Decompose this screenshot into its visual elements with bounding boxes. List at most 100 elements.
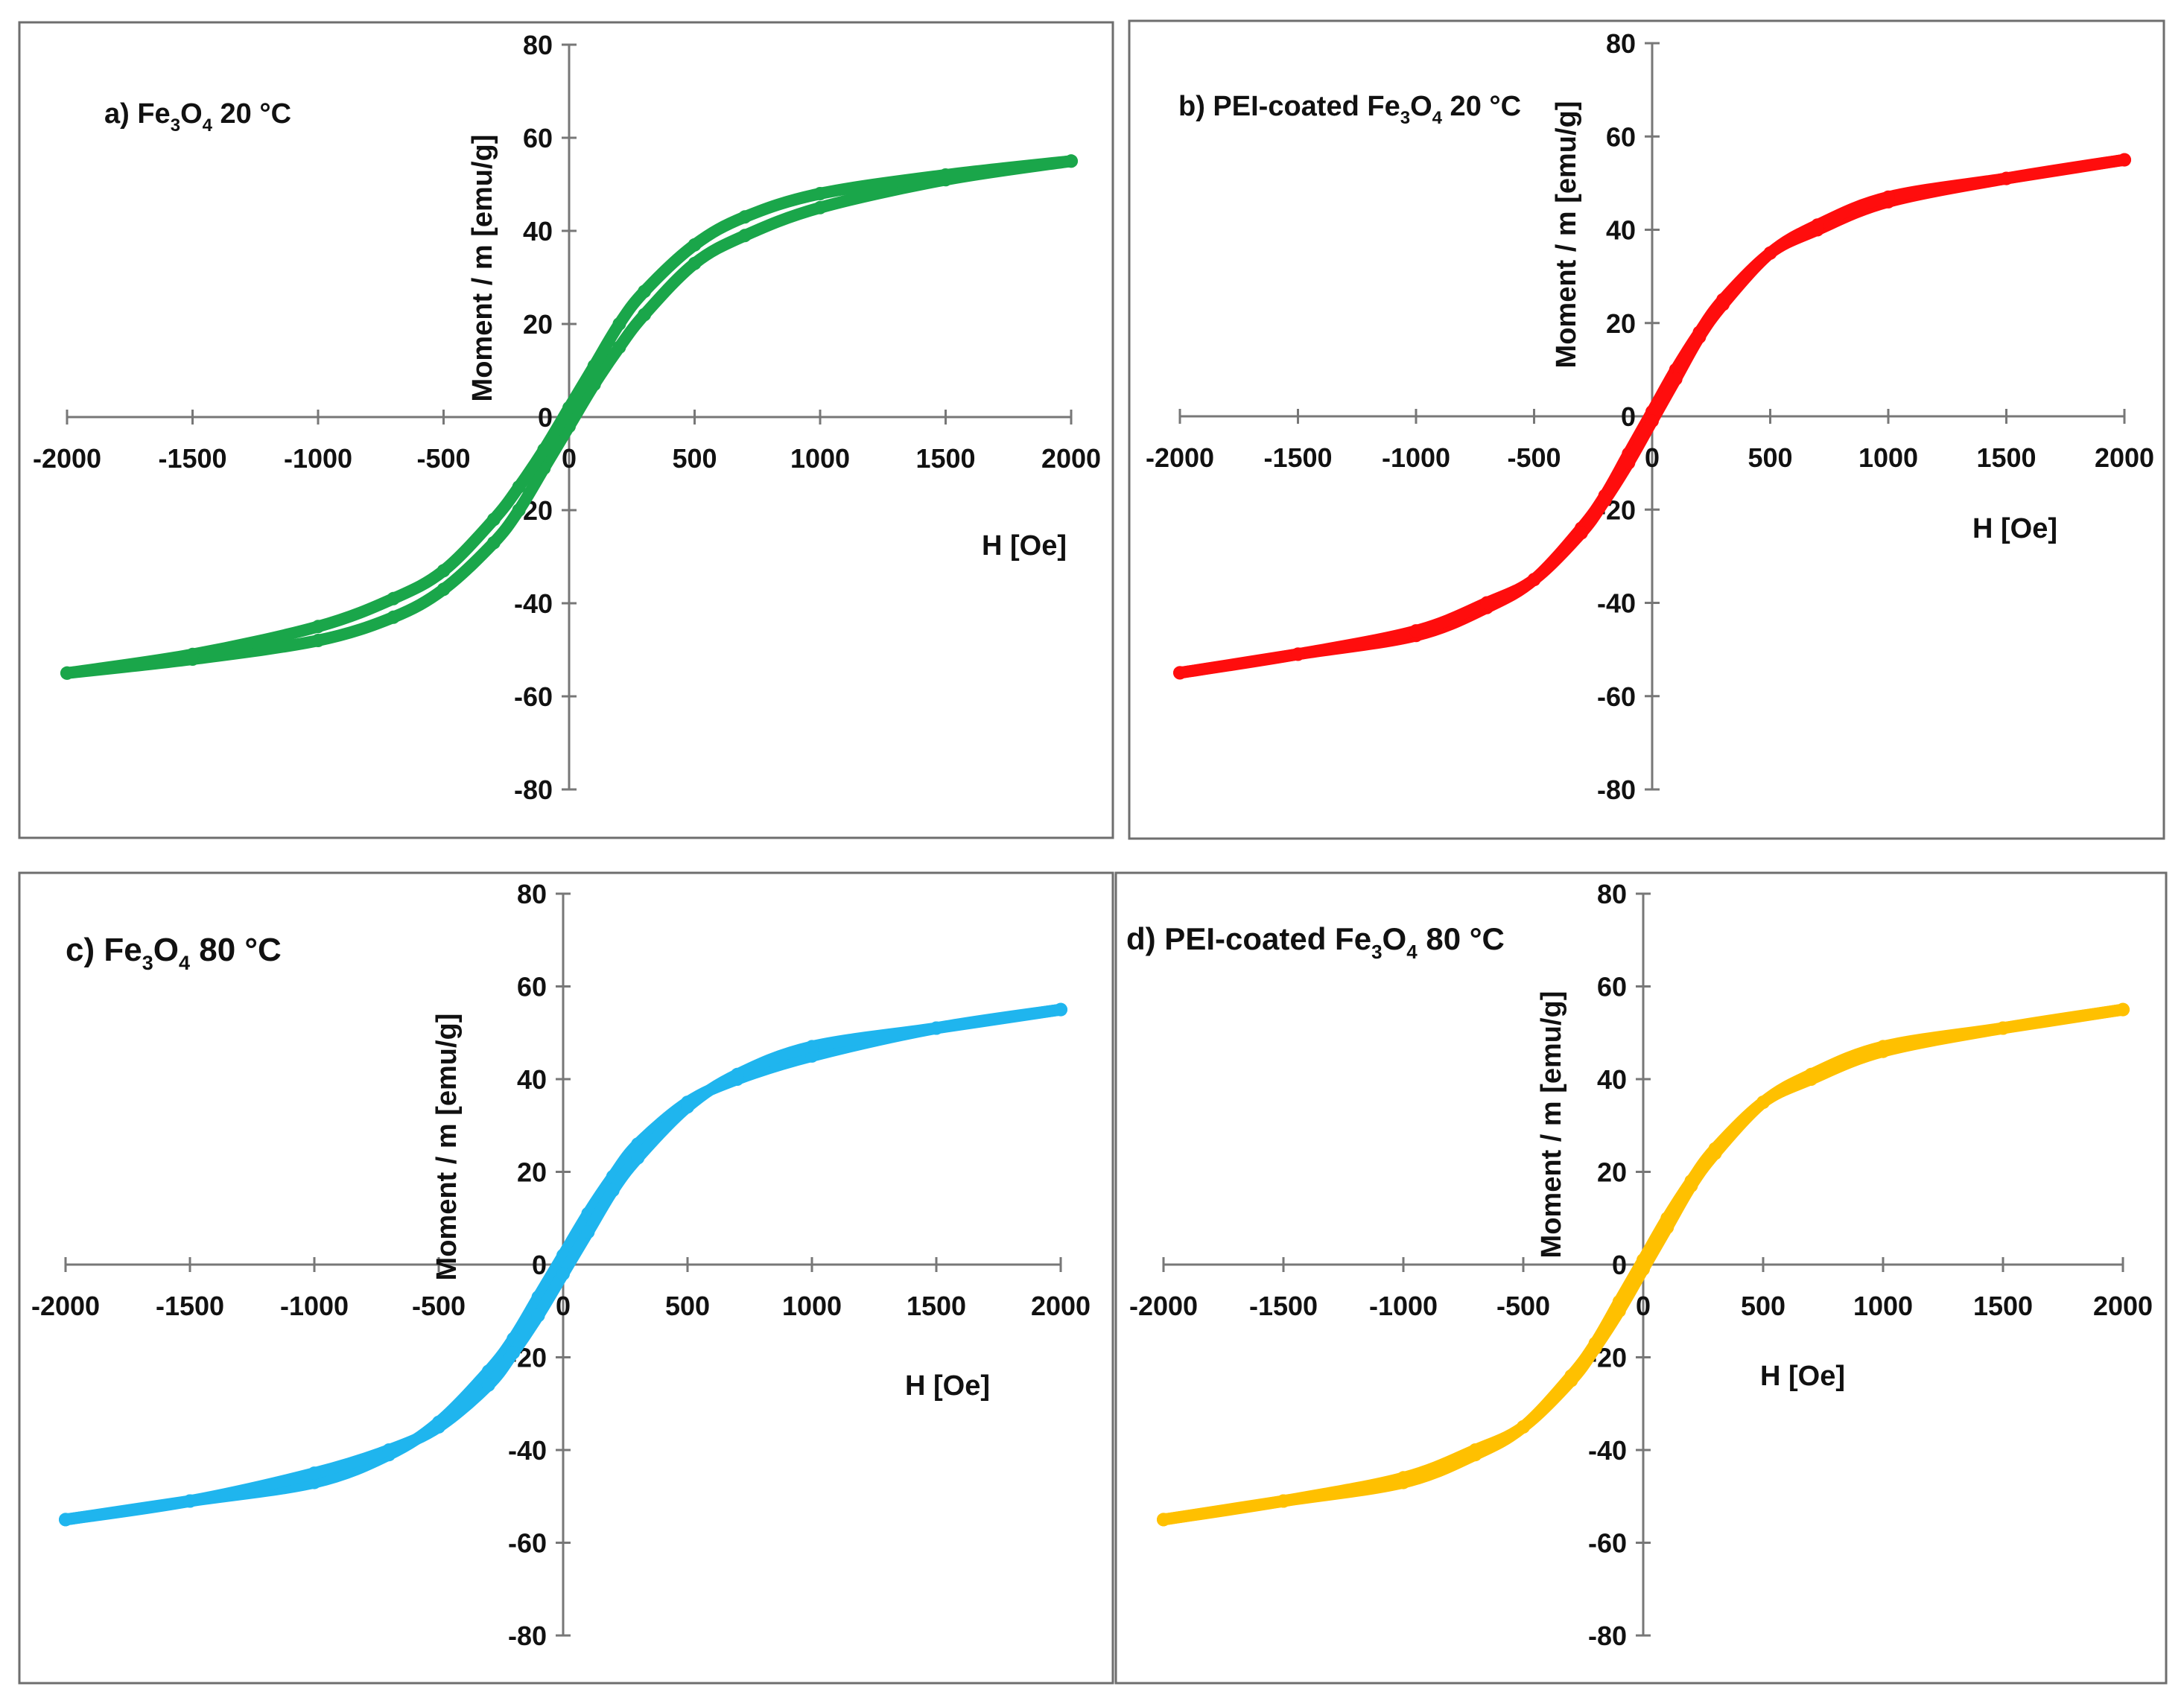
y-tick-label: -60: [1597, 681, 1636, 712]
y-tick-label: 60: [1606, 121, 1636, 152]
data-point: [1588, 1341, 1602, 1355]
x-tick-label: -2000: [1129, 1291, 1198, 1321]
data-point: [387, 610, 401, 624]
data-point: [562, 401, 576, 415]
data-point: [556, 1267, 570, 1281]
data-point: [681, 1100, 694, 1114]
data-point: [638, 308, 652, 322]
data-point: [606, 1183, 620, 1198]
data-point: [185, 647, 200, 661]
x-axis-title: H [Oe]: [1760, 1361, 1845, 1392]
title-subscript: 3: [1400, 108, 1410, 128]
x-tick-label: -500: [412, 1291, 466, 1321]
data-point: [1999, 171, 2013, 185]
data-point: [1763, 246, 1777, 260]
data-point: [1996, 1021, 2010, 1035]
x-tick-label: -500: [1496, 1291, 1550, 1321]
x-tick-label: 2000: [2095, 442, 2154, 473]
x-tick-label: -2000: [33, 443, 101, 474]
data-point: [1876, 1040, 1890, 1054]
data-point: [939, 168, 953, 182]
y-tick-label: 80: [1606, 28, 1636, 59]
data-point: [1468, 1443, 1482, 1457]
data-point: [1517, 1419, 1530, 1434]
x-tick-label: -500: [1507, 442, 1561, 473]
data-point: [432, 1419, 445, 1434]
panel-a: -2000 -1500 -1000 -500 0 500 1000 1500 2000 -80 -6…: [18, 21, 1114, 839]
title-subscript: 4: [203, 115, 213, 136]
data-point: [486, 512, 501, 527]
x-tick-label: -1000: [284, 443, 352, 474]
title-subscript: 3: [171, 115, 180, 136]
x-tick-label: -2000: [1146, 442, 1214, 473]
title-text: a) Fe: [104, 98, 171, 130]
data-point: [1708, 1146, 1722, 1160]
data-point: [1598, 493, 1612, 507]
x-tick-label: 500: [1741, 1291, 1785, 1321]
y-tick-label: -40: [1597, 588, 1636, 619]
data-point: [1157, 1513, 1170, 1527]
title-text: 20 °C: [212, 98, 291, 130]
x-tick-label: 2000: [2093, 1291, 2153, 1321]
data-point: [311, 634, 325, 647]
data-point: [1804, 1067, 1818, 1081]
data-point: [183, 1494, 197, 1508]
y-tick-label: -40: [508, 1435, 547, 1466]
data-point: [308, 1466, 321, 1481]
data-point: [930, 1021, 943, 1035]
data-point: [1291, 647, 1305, 661]
panel-d: -2000 -1500 -1000 -500 0 500 1000 1500 2000 -80 -6…: [1114, 871, 2168, 1685]
title-text: 20 °C: [1442, 91, 1521, 122]
data-point: [638, 284, 652, 299]
data-point: [2118, 153, 2131, 167]
data-point: [1612, 1304, 1626, 1318]
panel-b: -2000 -1500 -1000 -500 0 500 1000 1500 2000 -80 -6…: [1128, 19, 2165, 840]
data-point: [805, 1040, 819, 1054]
y-tick-label: 20: [1606, 308, 1636, 339]
y-tick-label: 20: [1597, 1157, 1627, 1188]
x-tick-label: -1000: [1369, 1291, 1438, 1321]
x-tick-label: 1500: [1973, 1291, 2033, 1321]
x-axis-title: H [Oe]: [905, 1370, 990, 1402]
panel-title: a) Fe3O4 20 °C: [104, 98, 291, 136]
y-tick-label: -60: [508, 1528, 547, 1559]
x-tick-label: -500: [416, 443, 470, 474]
x-tick-label: 0: [556, 1291, 571, 1321]
data-point: [1716, 297, 1730, 311]
x-tick-label: 1500: [915, 443, 975, 474]
data-point: [1064, 154, 1078, 168]
y-tick-label: 0: [538, 402, 553, 433]
x-tick-label: 2000: [1031, 1291, 1091, 1321]
y-tick-label: -80: [508, 1621, 547, 1651]
data-point: [512, 480, 526, 494]
title-text: c) Fe: [66, 932, 142, 968]
x-tick-label: 0: [1636, 1291, 1651, 1321]
y-tick-label: 60: [517, 972, 547, 1002]
data-point: [688, 238, 702, 252]
x-tick-label: 1500: [907, 1291, 966, 1321]
panel-c: -2000 -1500 -1000 -500 0 500 1000 1500 2000 -80 -6…: [18, 871, 1114, 1685]
x-tick-label: -1500: [1263, 442, 1332, 473]
data-point: [1173, 666, 1187, 680]
data-point: [1564, 1373, 1578, 1387]
data-point: [1637, 1262, 1650, 1276]
data-point: [688, 256, 702, 270]
title-subscript: 4: [1406, 941, 1418, 963]
data-point: [612, 317, 626, 331]
x-axis-title: H [Oe]: [1972, 513, 2057, 544]
x-tick-label: 500: [1747, 442, 1792, 473]
data-point: [382, 1443, 396, 1457]
x-tick-label: 1500: [1976, 442, 2036, 473]
y-axis-title: Moment / m [emu/g]: [467, 135, 498, 402]
title-text: O: [1410, 91, 1432, 122]
x-tick-label: 1000: [1853, 1291, 1913, 1321]
y-tick-label: 80: [523, 30, 553, 60]
data-point: [587, 359, 601, 373]
title-text: O: [1383, 921, 1407, 956]
y-tick-label: 80: [517, 879, 547, 909]
data-point: [60, 666, 74, 680]
title-text: 80 °C: [190, 932, 282, 968]
x-tick-label: 500: [665, 1291, 710, 1321]
data-point: [1882, 190, 1895, 204]
y-tick-label: 20: [523, 309, 553, 340]
